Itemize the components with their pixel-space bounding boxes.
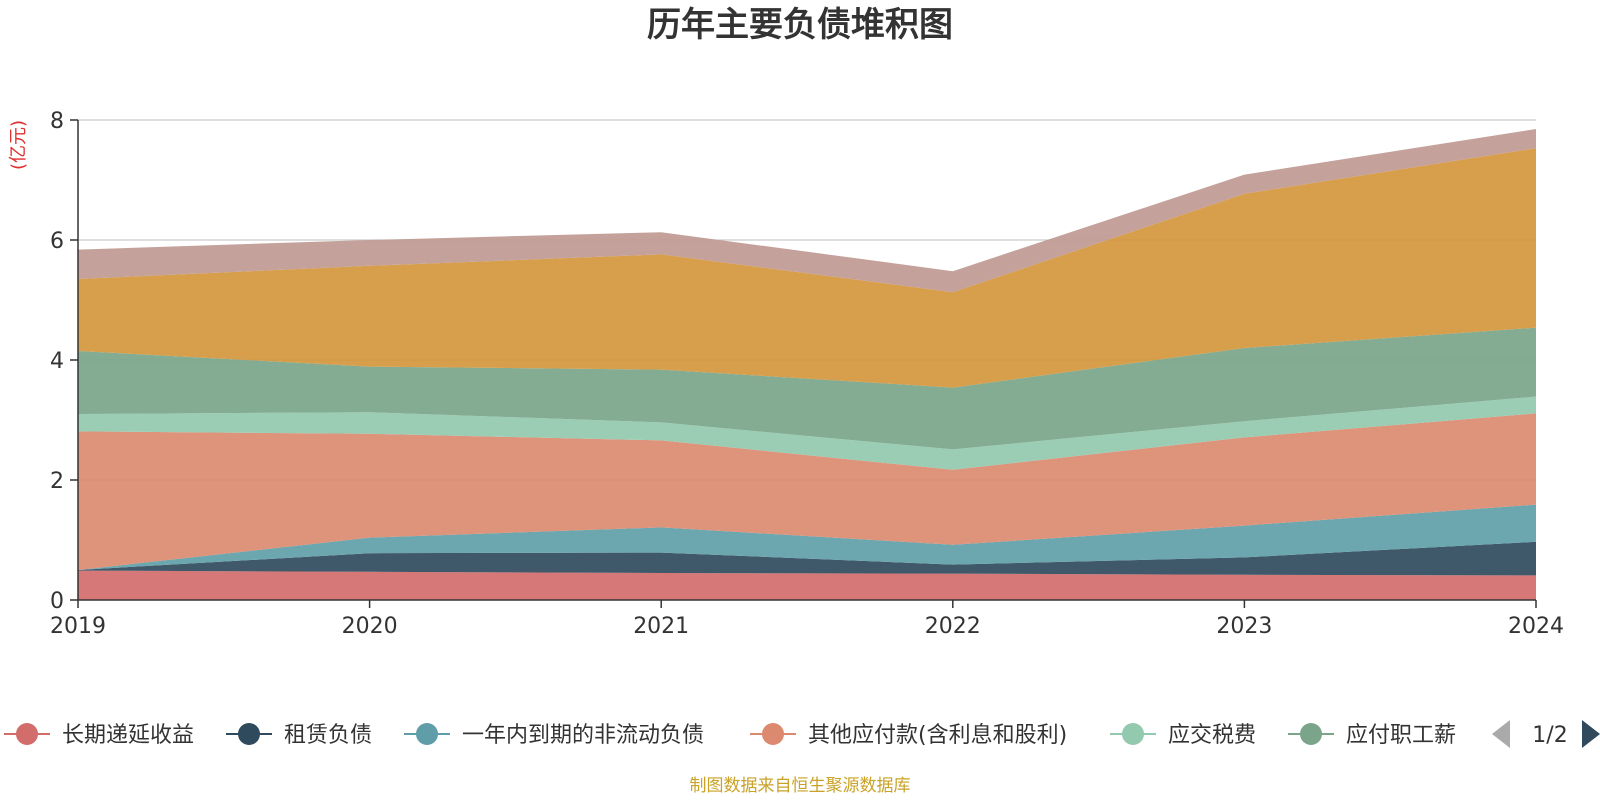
legend-circle-icon [16,723,38,745]
chart-title: 历年主要负债堆积图 [647,5,953,45]
x-tick-label: 2024 [1508,614,1564,639]
x-tick-label: 2022 [925,614,981,639]
area-series-5 [78,327,1536,450]
legend-page-indicator: 1/2 [1532,723,1567,748]
legend-item[interactable]: 一年内到期的非流动负债 [404,723,704,748]
legend-prev-icon[interactable] [1492,720,1510,748]
area-series-3 [78,413,1536,570]
legend-circle-icon [416,723,438,745]
y-tick-labels: 0 2 4 6 8 [50,109,64,614]
x-tick-label: 2020 [342,614,398,639]
legend-label: 长期递延收益 [62,723,194,748]
area-series-4 [78,396,1536,470]
legend-label: 一年内到期的非流动负债 [462,723,704,748]
legend-circle-icon [1300,723,1322,745]
legend-items: 长期递延收益 租赁负债 一年内到期的非流动负债 其他应付款(含利息和股利) 应交税费 应付… [4,723,1456,748]
legend-label: 租赁负债 [284,723,372,748]
legend-item[interactable]: 租赁负债 [226,723,372,748]
legend-item[interactable]: 长期递延收益 [4,723,194,748]
area-series-7 [78,129,1536,293]
y-tick-label: 6 [50,229,64,254]
x-tick-labels: 2019 2020 2021 2022 2023 2024 [50,614,1564,639]
legend-circle-icon [762,723,784,745]
legend-label: 应交税费 [1168,723,1256,748]
x-tick-label: 2021 [633,614,689,639]
area-series-6 [78,148,1536,388]
data-source-note: 制图数据来自恒生聚源数据库 [690,776,911,796]
legend-item[interactable]: 应付职工薪 [1288,723,1456,748]
legend-circle-icon [1122,723,1144,745]
legend: 长期递延收益 租赁负债 一年内到期的非流动负债 其他应付款(含利息和股利) 应交税费 应付… [4,723,1456,748]
legend-label: 其他应付款(含利息和股利) [808,723,1067,748]
y-tick-label: 0 [50,589,64,614]
legend-label: 应付职工薪 [1346,723,1456,748]
area-series-2 [78,504,1536,570]
legend-pager: 1/2 [1492,720,1600,748]
legend-item[interactable]: 应交税费 [1110,723,1256,748]
y-tick-label: 8 [50,109,64,134]
axes [70,119,1537,608]
stacked-areas [78,129,1536,600]
legend-next-icon[interactable] [1582,720,1600,748]
legend-circle-icon [238,723,260,745]
x-tick-label: 2023 [1216,614,1272,639]
y-tick-label: 2 [50,469,64,494]
x-tick-label: 2019 [50,614,106,639]
y-axis-unit: (亿元) [8,120,29,170]
legend-item[interactable]: 其他应付款(含利息和股利) [750,723,1067,748]
area-series-0 [78,570,1536,600]
y-tick-label: 4 [50,349,64,374]
